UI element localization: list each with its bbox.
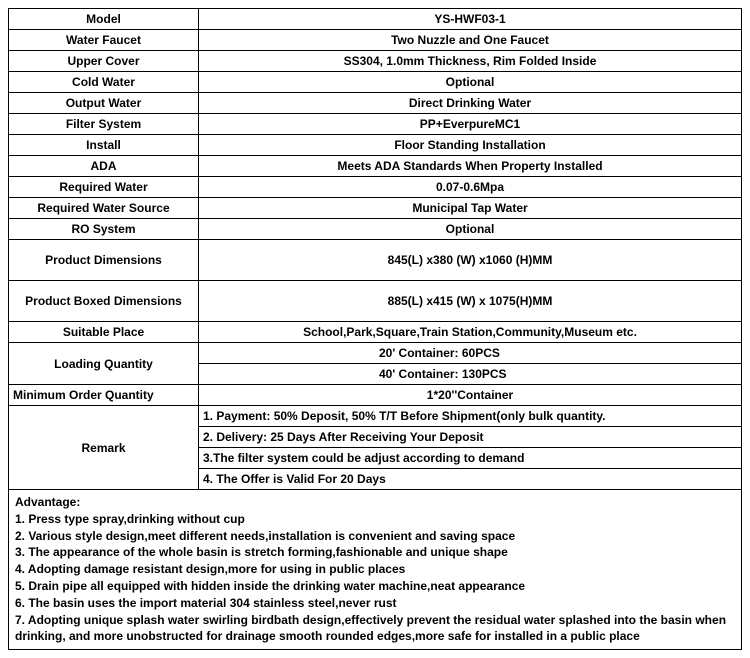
spec-value: School,Park,Square,Train Station,Communi… <box>199 322 742 343</box>
spec-value: 885(L) x415 (W) x 1075(H)MM <box>199 281 742 322</box>
table-row: Product Dimensions845(L) x380 (W) x1060 … <box>9 240 742 281</box>
spec-value: Floor Standing Installation <box>199 135 742 156</box>
table-row: Filter SystemPP+EverpureMC1 <box>9 114 742 135</box>
spec-label: Suitable Place <box>9 322 199 343</box>
spec-value: Meets ADA Standards When Property Instal… <box>199 156 742 177</box>
table-row: Required Water SourceMunicipal Tap Water <box>9 198 742 219</box>
table-row: ADAMeets ADA Standards When Property Ins… <box>9 156 742 177</box>
spec-label: Loading Quantity <box>9 343 199 385</box>
spec-label: Remark <box>9 406 199 490</box>
spec-value: 20' Container: 60PCS <box>199 343 742 364</box>
table-row: Water FaucetTwo Nuzzle and One Faucet <box>9 30 742 51</box>
spec-label: Model <box>9 9 199 30</box>
spec-value: Optional <box>199 219 742 240</box>
table-row: Suitable PlaceSchool,Park,Square,Train S… <box>9 322 742 343</box>
spec-label: Product Boxed Dimensions <box>9 281 199 322</box>
spec-value: YS-HWF03-1 <box>199 9 742 30</box>
advantage-line: 2. Various style design,meet different n… <box>15 528 735 545</box>
table-row: Cold WaterOptional <box>9 72 742 93</box>
table-row: Required Water0.07-0.6Mpa <box>9 177 742 198</box>
spec-label: Required Water Source <box>9 198 199 219</box>
spec-label: Output Water <box>9 93 199 114</box>
spec-label: Install <box>9 135 199 156</box>
spec-label: Filter System <box>9 114 199 135</box>
spec-value: SS304, 1.0mm Thickness, Rim Folded Insid… <box>199 51 742 72</box>
spec-label: Required Water <box>9 177 199 198</box>
spec-value: 0.07-0.6Mpa <box>199 177 742 198</box>
spec-label: Water Faucet <box>9 30 199 51</box>
spec-value: Municipal Tap Water <box>199 198 742 219</box>
spec-value: 1*20''Container <box>199 385 742 406</box>
spec-label: Product Dimensions <box>9 240 199 281</box>
spec-label: RO System <box>9 219 199 240</box>
advantage-line: 5. Drain pipe all equipped with hidden i… <box>15 578 735 595</box>
advantage-line: 6. The basin uses the import material 30… <box>15 595 735 612</box>
advantage-title: Advantage: <box>15 494 735 511</box>
spec-value: Optional <box>199 72 742 93</box>
spec-value: 1. Payment: 50% Deposit, 50% T/T Before … <box>199 406 742 427</box>
spec-value: PP+EverpureMC1 <box>199 114 742 135</box>
spec-value: 3.The filter system could be adjust acco… <box>199 448 742 469</box>
table-row: RO SystemOptional <box>9 219 742 240</box>
spec-label: ADA <box>9 156 199 177</box>
table-row: Minimum Order Quantity1*20''Container <box>9 385 742 406</box>
advantage-block: Advantage: 1. Press type spray,drinking … <box>8 490 742 650</box>
table-row: Loading Quantity20' Container: 60PCS <box>9 343 742 364</box>
spec-label: Cold Water <box>9 72 199 93</box>
spec-label: Upper Cover <box>9 51 199 72</box>
advantage-line: 3. The appearance of the whole basin is … <box>15 544 735 561</box>
advantage-line: 1. Press type spray,drinking without cup <box>15 511 735 528</box>
spec-value: 2. Delivery: 25 Days After Receiving You… <box>199 427 742 448</box>
spec-table: ModelYS-HWF03-1Water FaucetTwo Nuzzle an… <box>8 8 742 490</box>
spec-value: 845(L) x380 (W) x1060 (H)MM <box>199 240 742 281</box>
advantage-line: 7. Adopting unique splash water swirling… <box>15 612 735 646</box>
advantage-line: 4. Adopting damage resistant design,more… <box>15 561 735 578</box>
spec-value: Direct Drinking Water <box>199 93 742 114</box>
spec-value: 40' Container: 130PCS <box>199 364 742 385</box>
table-row: ModelYS-HWF03-1 <box>9 9 742 30</box>
table-row: Upper CoverSS304, 1.0mm Thickness, Rim F… <box>9 51 742 72</box>
spec-value: 4. The Offer is Valid For 20 Days <box>199 469 742 490</box>
table-row: Product Boxed Dimensions885(L) x415 (W) … <box>9 281 742 322</box>
spec-label: Minimum Order Quantity <box>9 385 199 406</box>
spec-value: Two Nuzzle and One Faucet <box>199 30 742 51</box>
table-row: InstallFloor Standing Installation <box>9 135 742 156</box>
table-row: Output WaterDirect Drinking Water <box>9 93 742 114</box>
table-row: Remark1. Payment: 50% Deposit, 50% T/T B… <box>9 406 742 427</box>
